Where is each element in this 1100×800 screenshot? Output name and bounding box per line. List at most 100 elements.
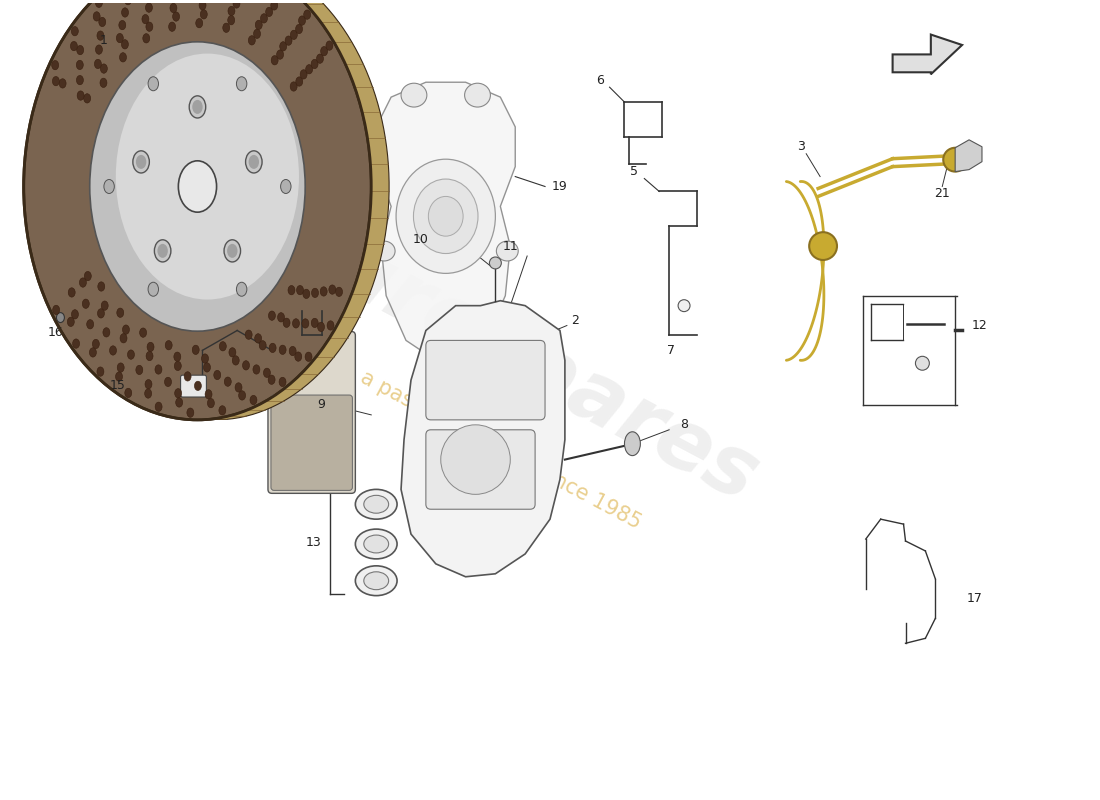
Ellipse shape [201, 354, 209, 363]
Ellipse shape [355, 566, 397, 596]
Ellipse shape [53, 77, 59, 86]
Ellipse shape [305, 352, 312, 362]
Text: eurospares: eurospares [268, 201, 772, 520]
FancyBboxPatch shape [268, 331, 355, 494]
Ellipse shape [276, 50, 284, 59]
Ellipse shape [136, 155, 146, 169]
Ellipse shape [189, 96, 206, 118]
Polygon shape [955, 140, 982, 171]
Ellipse shape [95, 59, 101, 69]
Ellipse shape [290, 30, 297, 39]
Text: 9: 9 [318, 398, 326, 411]
Ellipse shape [279, 378, 286, 386]
Ellipse shape [174, 362, 182, 370]
Ellipse shape [135, 366, 143, 374]
Ellipse shape [678, 300, 690, 312]
Ellipse shape [242, 361, 250, 370]
Ellipse shape [414, 179, 478, 254]
Ellipse shape [147, 342, 154, 351]
Ellipse shape [97, 367, 103, 376]
FancyBboxPatch shape [271, 395, 352, 490]
Ellipse shape [150, 0, 156, 1]
Ellipse shape [56, 313, 65, 322]
Ellipse shape [155, 402, 162, 411]
Ellipse shape [178, 161, 217, 212]
Ellipse shape [364, 572, 388, 590]
Ellipse shape [496, 241, 518, 261]
Ellipse shape [268, 311, 275, 320]
Polygon shape [402, 301, 565, 577]
Ellipse shape [24, 0, 372, 420]
Ellipse shape [100, 78, 107, 87]
Text: a passion for parts since 1985: a passion for parts since 1985 [356, 367, 645, 533]
Ellipse shape [84, 94, 90, 103]
Ellipse shape [327, 321, 334, 330]
Ellipse shape [200, 10, 207, 19]
Ellipse shape [142, 14, 148, 24]
Ellipse shape [76, 60, 84, 70]
Ellipse shape [311, 318, 318, 327]
Ellipse shape [175, 389, 182, 398]
Ellipse shape [295, 352, 301, 362]
Ellipse shape [145, 379, 152, 389]
Text: 7: 7 [668, 344, 675, 357]
Ellipse shape [219, 342, 227, 351]
Ellipse shape [224, 240, 241, 262]
Ellipse shape [90, 42, 305, 331]
Ellipse shape [270, 343, 276, 353]
Ellipse shape [96, 0, 102, 7]
Polygon shape [892, 34, 962, 74]
Ellipse shape [236, 282, 246, 296]
Polygon shape [376, 82, 515, 360]
Ellipse shape [227, 244, 238, 258]
Ellipse shape [176, 398, 183, 407]
Ellipse shape [273, 0, 279, 1]
Text: 10: 10 [412, 233, 429, 246]
Ellipse shape [174, 0, 182, 2]
Ellipse shape [205, 390, 212, 399]
Text: 5: 5 [630, 165, 638, 178]
Ellipse shape [232, 356, 239, 365]
Ellipse shape [148, 77, 158, 90]
Ellipse shape [441, 425, 510, 494]
Ellipse shape [89, 348, 97, 357]
Ellipse shape [77, 46, 84, 54]
Text: 1: 1 [99, 34, 107, 47]
Ellipse shape [336, 287, 342, 297]
Ellipse shape [255, 334, 262, 343]
Ellipse shape [204, 362, 210, 372]
Ellipse shape [120, 53, 127, 62]
Ellipse shape [321, 46, 328, 56]
Ellipse shape [279, 42, 287, 51]
Ellipse shape [236, 77, 246, 90]
Ellipse shape [79, 278, 87, 287]
Ellipse shape [255, 20, 262, 30]
Ellipse shape [98, 282, 104, 291]
Ellipse shape [249, 155, 258, 169]
Ellipse shape [77, 91, 84, 100]
Ellipse shape [254, 29, 261, 38]
Ellipse shape [245, 330, 252, 339]
Ellipse shape [264, 368, 271, 378]
Ellipse shape [99, 18, 106, 26]
Ellipse shape [311, 288, 319, 298]
Text: 17: 17 [967, 592, 983, 605]
Ellipse shape [52, 61, 58, 70]
Ellipse shape [288, 286, 295, 295]
Ellipse shape [304, 10, 310, 19]
Text: 8: 8 [680, 418, 689, 431]
Ellipse shape [290, 82, 297, 91]
Ellipse shape [68, 288, 75, 297]
Ellipse shape [157, 244, 168, 258]
Ellipse shape [128, 350, 134, 359]
Text: 11: 11 [503, 239, 518, 253]
Ellipse shape [100, 64, 108, 74]
Ellipse shape [260, 341, 266, 350]
Ellipse shape [296, 24, 303, 34]
Ellipse shape [110, 346, 117, 355]
Ellipse shape [297, 286, 304, 294]
Ellipse shape [329, 285, 336, 294]
Ellipse shape [173, 12, 179, 22]
Ellipse shape [219, 406, 225, 415]
Ellipse shape [148, 282, 158, 296]
